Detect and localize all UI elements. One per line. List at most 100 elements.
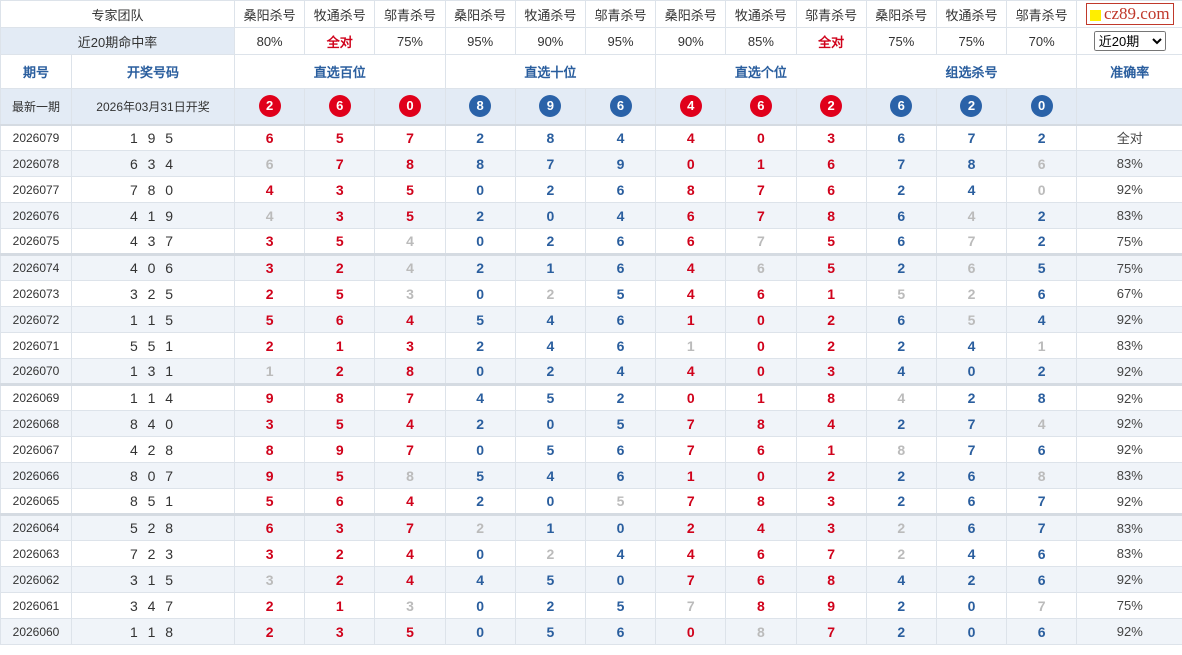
draw-number: 3 4 7 xyxy=(70,592,236,619)
kill-number-miss: 6 xyxy=(1006,150,1078,177)
period-number: 2026071 xyxy=(0,332,72,359)
kill-number-miss: 0 xyxy=(1006,176,1078,203)
kill-number-hit: 0 xyxy=(935,358,1008,385)
kill-number-hit: 6 xyxy=(655,202,727,229)
kill-number-hit: 5 xyxy=(234,306,306,333)
kill-number-miss: 7 xyxy=(725,228,797,255)
kill-number-miss: 5 xyxy=(584,488,657,515)
hit-rate-label: 近20期命中率 xyxy=(0,27,236,55)
kill-number-hit: 2 xyxy=(304,540,376,567)
kill-number-hit: 6 xyxy=(725,566,797,593)
kill-number-hit: 6 xyxy=(584,332,657,359)
accuracy-rate: 92% xyxy=(1076,306,1182,333)
kill-number-hit: 4 xyxy=(514,462,586,489)
kill-number-hit: 4 xyxy=(655,540,727,567)
kill-number-hit: 7 xyxy=(935,436,1008,463)
kill-number-hit: 8 xyxy=(1006,383,1078,411)
kill-number-hit: 2 xyxy=(304,566,376,593)
kill-number-hit: 2 xyxy=(865,410,937,437)
logo-cell: cz89.com xyxy=(1076,0,1182,28)
team-label: 专家团队 xyxy=(0,0,236,28)
expert-hit-rate: 95% xyxy=(444,27,516,55)
kill-number-hit: 5 xyxy=(514,566,586,593)
kill-number-miss: 6 xyxy=(725,253,797,281)
draw-number: 3 2 5 xyxy=(70,280,236,307)
kill-number-hit: 2 xyxy=(865,488,937,515)
kill-number-hit: 0 xyxy=(584,566,657,593)
kill-number-hit: 2 xyxy=(444,253,516,281)
kill-number-hit: 6 xyxy=(234,124,306,151)
kill-number-hit: 6 xyxy=(725,280,797,307)
kill-number-hit: 8 xyxy=(444,150,516,177)
draw-number: 4 2 8 xyxy=(70,436,236,463)
table-row: 2026070 1 3 1 1 2 8 0 2 4 4 0 3 4 0 2 92% xyxy=(0,358,1182,385)
table-row: 2026065 8 5 1 5 6 4 2 0 5 7 8 3 2 6 7 92% xyxy=(0,488,1182,515)
kill-number-hit: 7 xyxy=(655,566,727,593)
number-ball: 8 xyxy=(469,95,492,118)
kill-number-hit: 8 xyxy=(795,202,867,229)
kill-number-hit: 5 xyxy=(374,618,446,645)
accuracy-rate: 83% xyxy=(1076,513,1182,541)
accuracy-rate: 75% xyxy=(1076,228,1182,255)
kill-number-hit: 4 xyxy=(935,540,1008,567)
site-logo[interactable]: cz89.com xyxy=(1085,3,1174,25)
period-number: 2026063 xyxy=(0,540,72,567)
table-row: 2026061 3 4 7 2 1 3 0 2 5 7 8 9 2 0 7 75% xyxy=(0,592,1182,619)
latest-label: 最新一期 xyxy=(0,88,72,126)
draw-number: 7 8 0 xyxy=(70,176,236,203)
kill-number-hit: 5 xyxy=(374,176,446,203)
period-number: 2026076 xyxy=(0,202,72,229)
table-row: 2026079 1 9 5 6 5 7 2 8 4 4 0 3 6 7 2 全对 xyxy=(0,124,1182,151)
kill-number-hit: 5 xyxy=(304,228,376,255)
kill-number-hit: 2 xyxy=(514,592,586,619)
accuracy-rate: 92% xyxy=(1076,176,1182,203)
number-ball: 4 xyxy=(679,95,702,118)
kill-number-miss: 3 xyxy=(234,566,306,593)
kill-number-miss: 4 xyxy=(374,228,446,255)
period-range-select[interactable]: 近20期 xyxy=(1093,31,1166,51)
kill-number-hit: 2 xyxy=(1006,124,1078,151)
latest-ball-cell: 2 xyxy=(795,88,867,126)
kill-number-hit: 4 xyxy=(1006,306,1078,333)
kill-number-hit: 2 xyxy=(795,462,867,489)
kill-number-miss: 2 xyxy=(935,280,1008,307)
expert-name: 桑阳杀号 xyxy=(444,0,516,28)
expert-hit-rate: 90% xyxy=(514,27,586,55)
expert-name: 桑阳杀号 xyxy=(865,0,937,28)
kill-number-hit: 1 xyxy=(725,150,797,177)
kill-number-hit: 6 xyxy=(304,306,376,333)
expert-name: 牧通杀号 xyxy=(514,0,586,28)
kill-number-hit: 5 xyxy=(1006,253,1078,281)
kill-number-hit: 0 xyxy=(444,176,516,203)
kill-number-hit: 3 xyxy=(234,228,306,255)
period-number: 2026073 xyxy=(0,280,72,307)
kill-number-miss: 3 xyxy=(374,592,446,619)
draw-number: 8 5 1 xyxy=(70,488,236,515)
draw-number: 1 9 5 xyxy=(70,124,236,151)
latest-ball-cell: 0 xyxy=(374,88,446,126)
kill-number-miss: 1 xyxy=(655,332,727,359)
draw-number: 6 3 4 xyxy=(70,150,236,177)
kill-number-miss: 1 xyxy=(234,358,306,385)
kill-number-hit: 2 xyxy=(865,176,937,203)
kill-number-hit: 8 xyxy=(304,383,376,411)
latest-ball-cell: 6 xyxy=(584,88,657,126)
latest-ball-cell: 4 xyxy=(655,88,727,126)
kill-number-hit: 9 xyxy=(234,462,306,489)
kill-number-hit: 5 xyxy=(304,124,376,151)
kill-number-hit: 5 xyxy=(514,383,586,411)
group-hundreds: 直选百位 xyxy=(234,54,446,89)
kill-number-hit: 4 xyxy=(725,513,797,541)
expert-hit-rate: 90% xyxy=(655,27,727,55)
kill-number-miss: 7 xyxy=(935,228,1008,255)
kill-number-hit: 5 xyxy=(234,488,306,515)
logo-square-icon xyxy=(1089,9,1101,21)
kill-number-hit: 6 xyxy=(655,228,727,255)
kill-number-hit: 2 xyxy=(234,592,306,619)
kill-number-hit: 7 xyxy=(935,410,1008,437)
kill-number-hit: 2 xyxy=(655,513,727,541)
period-number: 2026075 xyxy=(0,228,72,255)
kill-number-hit: 4 xyxy=(655,124,727,151)
kill-number-miss: 2 xyxy=(865,513,937,541)
kill-number-hit: 3 xyxy=(304,176,376,203)
